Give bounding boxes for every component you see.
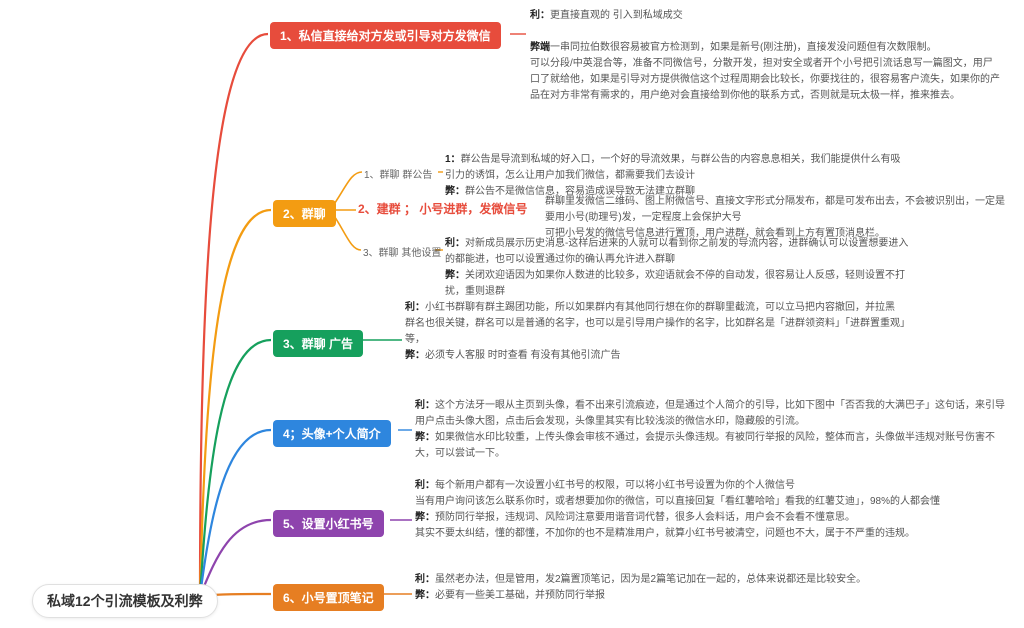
desc-1: 利：更直接直观的 引入到私域成交弊端一串同拉伯数很容易被官方检测到，如果是新号(… <box>530 8 1000 104</box>
node-4[interactable]: 4；头像+个人简介 <box>273 420 391 447</box>
node-3[interactable]: 3、群聊 广告 <box>273 330 363 357</box>
desc-2b: 群聊里发微信二维码、图上附微信号、直接文字形式分隔发布，都是可发布出去，不会被识… <box>545 194 1005 242</box>
node-1[interactable]: 1、私信直接给对方发或引导对方发微信 <box>270 22 501 49</box>
node-5[interactable]: 5、设置小红书号 <box>273 510 384 537</box>
root-node[interactable]: 私域12个引流模板及利弊 <box>32 584 218 618</box>
desc-4: 利：这个方法牙一眼从主页到头像，看不出来引流痕迹，但是通过个人简介的引导，比如下… <box>415 398 1005 462</box>
root-label: 私域12个引流模板及利弊 <box>47 593 203 609</box>
desc-3: 利：小红书群聊有群主踢团功能，所以如果群内有其他同行想在你的群聊里截流，可以立马… <box>405 300 905 364</box>
desc-2a: 1：群公告是导流到私域的好入口，一个好的导流效果，与群公告的内容息息相关，我们能… <box>445 152 905 200</box>
desc-2c: 利：对新成员展示历史消息-这样后进来的人就可以看到你之前发的导流内容，进群确认可… <box>445 236 915 300</box>
mindmap-stage: { "root": { "label": "私域12个引流模板及利弊" }, "… <box>0 0 1024 628</box>
node-2-child-1[interactable]: 1、群聊 群公告 <box>364 166 432 181</box>
node-2-child-3[interactable]: 3、群聊 其他设置 <box>363 244 441 259</box>
node-6[interactable]: 6、小号置顶笔记 <box>273 584 384 611</box>
node-2[interactable]: 2、群聊 <box>273 200 336 227</box>
desc-6: 利：虽然老办法，但是管用，发2篇置顶笔记，因为是2篇笔记加在一起的，总体来说都还… <box>415 572 1005 604</box>
desc-5: 利：每个新用户都有一次设置小红书号的权限，可以将小红书号设置为你的个人微信号当有… <box>415 478 1005 542</box>
node-2-child-2[interactable]: 2、建群 ； 小号进群，发微信号 <box>358 200 527 217</box>
